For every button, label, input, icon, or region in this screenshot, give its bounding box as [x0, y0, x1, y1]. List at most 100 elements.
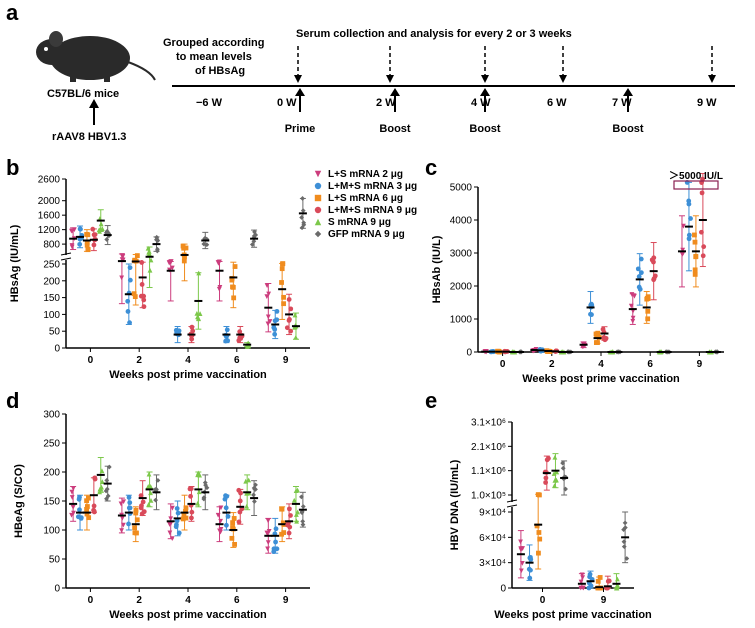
y-tick-label: 2.1×10⁶ [471, 442, 506, 453]
y-tick-label: 0 [466, 348, 472, 359]
data-point [614, 576, 620, 582]
y-tick-label: 800 [43, 240, 60, 251]
data-point [218, 505, 224, 511]
data-point [518, 568, 524, 574]
data-point [98, 221, 104, 227]
data-point [595, 340, 600, 345]
axis-break-gap [62, 255, 70, 260]
data-point [693, 254, 699, 260]
data-point [244, 503, 250, 509]
vaccination-arrowhead [390, 88, 400, 96]
data-point [121, 499, 127, 505]
virus-label: rAAV8 HBV1.3 [52, 131, 126, 143]
y-tick-label: 1200 [38, 225, 61, 236]
x-tick-label: 6 [234, 355, 240, 366]
data-point [279, 266, 285, 272]
data-point [638, 256, 644, 262]
x-tick-label: 4 [185, 355, 191, 366]
data-point [279, 280, 284, 285]
data-point [630, 318, 636, 324]
data-point [183, 515, 189, 521]
data-point [119, 515, 125, 521]
y-tick-label: 200 [43, 468, 60, 479]
data-point [688, 216, 693, 221]
data-point [91, 242, 97, 248]
y-tick-label: 50 [49, 555, 61, 566]
vaccination-event-label: Boost [612, 123, 644, 135]
data-point [180, 243, 186, 249]
data-point [294, 518, 300, 524]
data-point [236, 519, 242, 525]
data-point [578, 579, 584, 585]
data-point [201, 495, 207, 500]
legend-marker [314, 182, 322, 190]
x-tick-label: 4 [185, 595, 191, 606]
data-point [127, 277, 133, 283]
data-point [133, 507, 139, 513]
y-axis-title: HBeAg (S/CO) [13, 464, 25, 538]
data-point [299, 494, 304, 500]
data-point [552, 483, 557, 488]
axis-break-mark [506, 504, 518, 508]
vaccination-arrowhead [623, 88, 633, 96]
data-point [286, 297, 292, 302]
collection-arrowhead [294, 75, 302, 83]
data-point [70, 486, 76, 491]
data-point [237, 509, 243, 515]
data-point [231, 295, 237, 301]
data-point [166, 260, 172, 266]
data-point [621, 527, 627, 532]
data-point [554, 469, 560, 475]
data-point [554, 477, 559, 483]
data-point [638, 270, 644, 276]
data-point [534, 523, 540, 529]
y-tick-label: 100 [43, 526, 60, 537]
collection-arrowhead [559, 75, 567, 83]
panel-c-label: c [425, 155, 437, 180]
data-point [148, 257, 154, 263]
data-point [621, 539, 627, 545]
data-point [651, 259, 656, 265]
data-point [579, 572, 585, 578]
data-point [195, 315, 201, 321]
data-point [77, 241, 83, 247]
data-point [645, 295, 650, 301]
data-point [201, 241, 207, 247]
data-point [679, 252, 685, 257]
data-point [686, 236, 692, 242]
legend-entry: GFP mRNA 9 μg [328, 229, 405, 240]
data-point [99, 226, 105, 232]
data-point [223, 505, 229, 511]
data-point [265, 540, 271, 546]
data-point [284, 325, 290, 331]
data-point [203, 482, 209, 488]
y-tick-label: 1000 [450, 315, 473, 326]
data-point [146, 471, 152, 477]
data-point [155, 477, 161, 483]
data-point [141, 293, 147, 299]
data-point [288, 513, 293, 518]
data-point [699, 190, 705, 196]
data-point [224, 327, 230, 333]
data-point [251, 238, 257, 244]
data-point [252, 499, 257, 504]
collection-arrowhead [708, 75, 716, 83]
data-point [265, 321, 271, 327]
legend-entry: L+M+S mRNA 3 μg [328, 181, 417, 192]
panel-b-label: b [6, 155, 19, 180]
data-point [281, 294, 286, 300]
data-point [104, 237, 110, 242]
data-point [134, 517, 140, 523]
data-point [106, 464, 112, 470]
y-tick-label: 1.0×10⁵ [471, 491, 506, 502]
data-point [230, 284, 236, 290]
data-point [119, 257, 125, 263]
data-point [217, 528, 222, 534]
data-point [229, 535, 235, 541]
data-point [536, 550, 541, 556]
data-point [127, 265, 133, 271]
data-point [629, 292, 635, 297]
data-point [652, 273, 658, 279]
data-point [202, 236, 208, 242]
